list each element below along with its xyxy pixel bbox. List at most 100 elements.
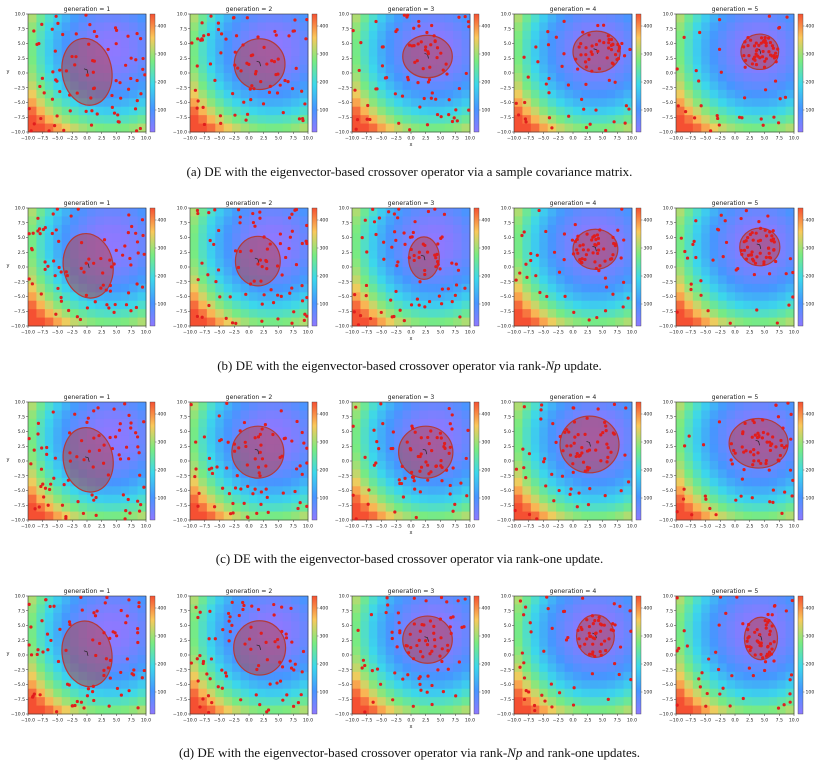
heatmap-cell	[530, 216, 540, 226]
population-point	[719, 213, 723, 217]
heatmap-cell	[282, 309, 292, 318]
heatmap-cell	[419, 56, 429, 65]
population-point	[138, 473, 142, 477]
heatmap-cell	[598, 98, 608, 108]
population-point	[245, 112, 250, 116]
population-point	[578, 257, 582, 262]
heatmap-cell	[411, 233, 420, 243]
heatmap-cell	[615, 241, 624, 251]
population-point	[305, 223, 309, 228]
heatmap-cell	[257, 39, 267, 49]
heatmap-cell	[385, 418, 395, 428]
heatmap-cell	[785, 64, 795, 74]
population-point	[78, 317, 83, 322]
heatmap-cell	[444, 73, 454, 82]
heatmap-cell	[427, 233, 437, 243]
heatmap-cell	[103, 511, 113, 521]
heatmap-cell	[589, 427, 599, 437]
y-tick-label: −2.5	[14, 85, 25, 91]
population-point	[57, 265, 61, 270]
y-tick-label: −5.0	[500, 488, 511, 494]
heatmap-cell	[760, 98, 770, 108]
population-point	[768, 448, 773, 453]
heatmap-cell	[676, 503, 685, 512]
heatmap-cell	[28, 646, 37, 656]
heatmap-cell	[137, 208, 147, 217]
heatmap-cell	[726, 14, 736, 23]
heatmap-cell	[743, 89, 753, 99]
population-point	[264, 258, 268, 263]
heatmap-cell	[352, 224, 361, 234]
population-point	[716, 116, 720, 121]
heatmap-cell	[299, 30, 309, 40]
heatmap-cell	[129, 258, 138, 268]
heatmap-cell	[299, 275, 309, 285]
heatmap-cell	[70, 216, 79, 226]
colorbar-tick-label: 300	[806, 246, 815, 252]
population-point	[254, 69, 258, 74]
heatmap-cell	[137, 258, 147, 268]
population-point	[297, 117, 302, 121]
population-point	[298, 464, 302, 468]
heatmap-cell	[232, 283, 241, 293]
heatmap-cell	[743, 317, 753, 327]
heatmap-cell	[394, 427, 403, 437]
population-point	[752, 453, 756, 457]
heatmap-cell	[547, 427, 557, 437]
heatmap-cell	[581, 267, 591, 276]
heatmap-cell	[137, 233, 147, 243]
heatmap-cell	[249, 283, 258, 293]
heatmap-cell	[606, 233, 616, 243]
heatmap-cell	[385, 47, 395, 57]
heatmap-cell	[95, 503, 105, 512]
heatmap-cell	[190, 14, 199, 23]
x-tick-label: −7.5	[199, 524, 210, 530]
heatmap-cell	[198, 224, 208, 234]
population-point	[231, 92, 235, 96]
population-point	[583, 432, 587, 436]
x-tick-label: 0.0	[407, 330, 414, 336]
heatmap-cell	[735, 14, 744, 23]
heatmap-cell	[743, 444, 753, 453]
x-tick-label: 7.5	[452, 330, 459, 336]
population-point	[534, 274, 538, 278]
population-point	[271, 301, 276, 305]
y-tick-label: −5.0	[14, 294, 25, 300]
heatmap-cell	[402, 216, 412, 226]
population-point	[432, 34, 436, 38]
population-point	[45, 452, 49, 456]
heatmap-cell	[522, 317, 532, 327]
heatmap-cell	[265, 292, 275, 302]
heatmap-cell	[623, 317, 633, 327]
heatmap-cell	[240, 216, 250, 226]
population-point	[681, 497, 686, 501]
heatmap-cell	[411, 123, 420, 133]
heatmap-cell	[44, 73, 54, 82]
population-point	[590, 238, 594, 242]
heatmap-cell	[70, 680, 79, 690]
heatmap-cell	[709, 511, 719, 521]
heatmap-cell	[760, 444, 770, 453]
heatmap-cell	[768, 208, 778, 217]
heatmap-cell	[385, 292, 395, 302]
population-point	[767, 36, 771, 40]
heatmap-cell	[360, 511, 370, 521]
heatmap-cell	[190, 233, 199, 243]
heatmap-cell	[44, 418, 54, 428]
heatmap-cell	[265, 258, 275, 268]
heatmap-cell	[352, 317, 361, 327]
x-tick-label: 5.0	[275, 524, 282, 530]
heatmap-cell	[768, 292, 778, 302]
population-point	[267, 90, 272, 95]
x-tick-label: 10.0	[465, 136, 475, 142]
heatmap-cell	[206, 300, 216, 310]
population-point	[448, 422, 452, 426]
heatmap-cell	[385, 216, 395, 226]
population-point	[228, 295, 232, 299]
heatmap-cell	[232, 123, 241, 133]
heatmap-cell	[743, 469, 753, 479]
mean-path	[254, 257, 260, 264]
heatmap-cell	[352, 258, 361, 268]
heatmap-cell	[103, 47, 113, 57]
heatmap-cell	[385, 98, 395, 108]
